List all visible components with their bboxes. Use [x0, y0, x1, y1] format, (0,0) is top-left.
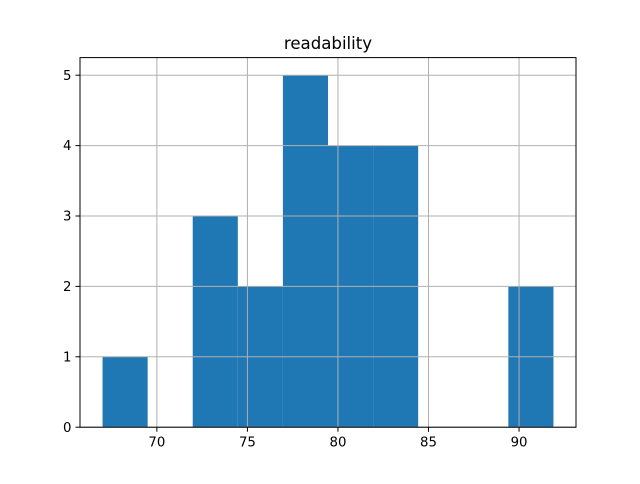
x-tick-label: 80 [329, 436, 346, 451]
y-tick-label: 3 [63, 210, 71, 225]
chart-title: readability [284, 34, 372, 53]
y-tick-label: 1 [63, 350, 71, 365]
y-tick-label: 5 [63, 69, 71, 84]
y-tick-label: 2 [63, 280, 71, 295]
histogram-bar [192, 216, 238, 428]
histogram-bar [102, 356, 148, 428]
y-tick-label: 0 [63, 421, 71, 436]
axes-frame [79, 57, 577, 428]
x-tick-label: 70 [148, 436, 165, 451]
x-tick-label: 85 [420, 436, 437, 451]
y-tick-label: 4 [63, 139, 71, 154]
x-tick-label: 75 [239, 436, 256, 451]
ticks-layer: 70 75 80 85 90 0 1 2 3 4 5 [63, 69, 527, 451]
bars-layer [102, 75, 554, 428]
histogram-bar [282, 75, 328, 428]
x-tick-label: 90 [511, 436, 528, 451]
